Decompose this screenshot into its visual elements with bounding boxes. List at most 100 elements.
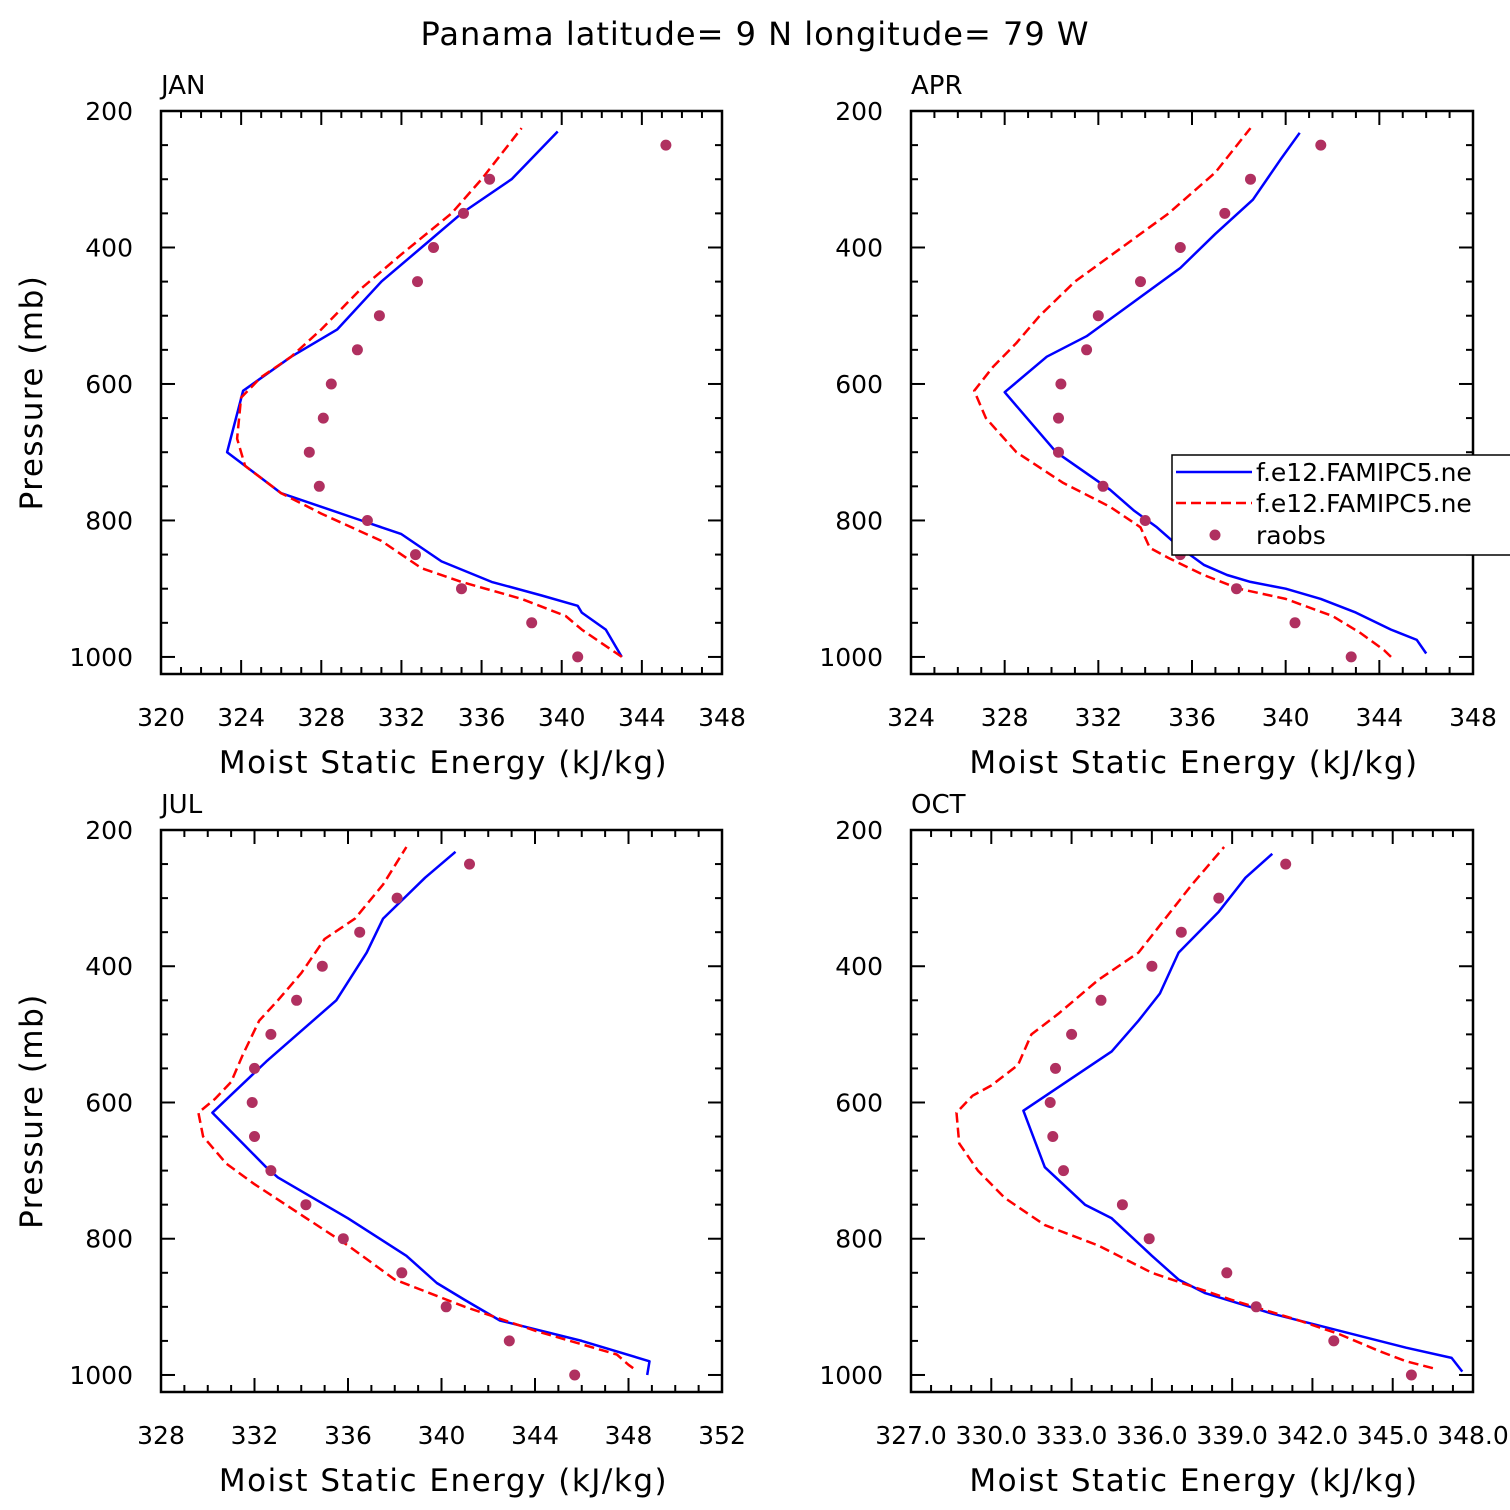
y-tick-label: 400 xyxy=(85,952,133,981)
raobs-point xyxy=(1174,242,1186,253)
x-axis-label: Moist Static Energy (kJ/kg) xyxy=(219,1463,668,1499)
series-model1-line xyxy=(1022,852,1464,1373)
y-tick-label: 600 xyxy=(85,1088,133,1117)
series-model2-line xyxy=(955,846,1434,1370)
raobs-point xyxy=(1219,207,1231,219)
x-tick-label: 336 xyxy=(1168,703,1216,732)
y-tick-label: 200 xyxy=(85,97,133,126)
raobs-point xyxy=(300,1199,312,1211)
x-tick-label: 344 xyxy=(511,1421,559,1450)
x-tick-label: 342.0 xyxy=(1277,1421,1349,1450)
legend-entry-raobs: raobs xyxy=(1256,521,1326,550)
panel-jan: JAN 200 400 600 800 1000 320 324 328 332 336 340 344… xyxy=(14,71,746,781)
raobs-point xyxy=(373,310,385,322)
series-model1-line xyxy=(211,850,651,1376)
y-axis-label: Pressure (mb) xyxy=(14,275,50,511)
y-axis-label: Pressure (mb) xyxy=(14,993,50,1229)
series-model1-line xyxy=(1003,132,1428,655)
raobs-point xyxy=(1097,480,1109,492)
y-tick-label: 1000 xyxy=(69,643,133,672)
x-tick-label: 352 xyxy=(698,1421,746,1450)
raobs-point xyxy=(1095,994,1107,1006)
raobs-point xyxy=(428,242,439,253)
x-tick-label: 336 xyxy=(324,1421,372,1450)
legend-swatch-raobs xyxy=(1209,529,1221,541)
raobs-point xyxy=(484,173,496,185)
raobs-point xyxy=(526,617,538,629)
x-tick-label: 328 xyxy=(981,703,1029,732)
x-tick-label: 345.0 xyxy=(1357,1421,1429,1450)
panel-label: JAN xyxy=(159,71,205,101)
y-tick-label: 400 xyxy=(85,233,133,262)
raobs-point xyxy=(1066,1028,1078,1040)
x-tick-label: 333.0 xyxy=(1036,1421,1108,1450)
raobs-point xyxy=(396,1267,408,1279)
y-tick-label: 400 xyxy=(835,952,883,981)
x-tick-label: 344 xyxy=(618,703,666,732)
raobs-point xyxy=(1053,412,1064,424)
raobs-point xyxy=(303,446,315,458)
legend: f.e12.FAMIPC5.ne f.e12.FAMIPC5.ne raobs xyxy=(1171,454,1510,556)
y-tick-label: 600 xyxy=(835,370,883,399)
x-tick-label: 348 xyxy=(605,1421,653,1450)
y-tick-label: 800 xyxy=(85,1225,133,1254)
x-axis-label: Moist Static Energy (kJ/kg) xyxy=(969,1463,1418,1499)
raobs-point xyxy=(569,1369,581,1381)
x-tick-label: 328 xyxy=(297,703,345,732)
raobs-point xyxy=(1058,1165,1069,1177)
x-tick-label: 336 xyxy=(458,703,506,732)
series-model2-line xyxy=(197,846,634,1370)
raobs-point xyxy=(265,1028,277,1040)
raobs-point xyxy=(660,139,672,151)
raobs-point xyxy=(1146,960,1158,972)
raobs-point xyxy=(354,926,366,938)
plot-frame xyxy=(909,828,1475,1394)
y-tick-label: 400 xyxy=(835,233,883,262)
series-model2-line xyxy=(972,127,1392,658)
x-axis-label: Moist Static Energy (kJ/kg) xyxy=(969,745,1418,781)
panel-oct: OCT 200 400 600 800 1000 327.0 330.0 333.0 336.0 3… xyxy=(819,790,1508,1499)
raobs-point xyxy=(1050,1062,1061,1074)
raobs-point xyxy=(1289,617,1301,629)
raobs-point xyxy=(1081,344,1093,356)
raobs-point xyxy=(1135,276,1146,288)
raobs-point xyxy=(1328,1335,1340,1347)
raobs-point xyxy=(458,207,469,219)
x-tick-label: 324 xyxy=(887,703,935,732)
y-tick-label: 800 xyxy=(835,1225,883,1254)
x-tick-label: 340 xyxy=(418,1421,466,1450)
panel-label: OCT xyxy=(911,790,966,820)
raobs-point xyxy=(249,1131,260,1142)
raobs-point xyxy=(1345,651,1357,663)
raobs-point xyxy=(1405,1369,1417,1381)
raobs-point xyxy=(456,583,467,595)
y-tick-label: 800 xyxy=(835,506,883,535)
raobs-point xyxy=(1053,446,1064,458)
y-tick-label: 600 xyxy=(85,370,133,399)
x-tick-label: 327.0 xyxy=(875,1421,947,1450)
raobs-point xyxy=(440,1301,452,1313)
raobs-point xyxy=(1175,926,1187,938)
raobs-point xyxy=(412,276,423,288)
panel-label: APR xyxy=(911,71,963,101)
raobs-point xyxy=(316,960,328,972)
raobs-point xyxy=(1315,139,1327,151)
y-tick-label: 200 xyxy=(85,816,133,845)
raobs-point xyxy=(410,549,421,561)
y-tick-label: 200 xyxy=(835,97,883,126)
raobs-point xyxy=(1280,858,1292,870)
raobs-point xyxy=(1250,1301,1262,1313)
x-tick-label: 324 xyxy=(217,703,265,732)
x-tick-label: 340 xyxy=(538,703,586,732)
raobs-point xyxy=(337,1233,349,1245)
raobs-point xyxy=(391,892,403,904)
x-tick-label: 328 xyxy=(137,1421,185,1450)
raobs-point xyxy=(249,1062,260,1074)
x-tick-label: 339.0 xyxy=(1196,1421,1268,1450)
x-tick-label: 340 xyxy=(1262,703,1310,732)
series-model1-line xyxy=(225,130,623,658)
panels: JAN 200 400 600 800 1000 320 324 328 332 336 340 344… xyxy=(14,71,1509,1499)
raobs-point xyxy=(1092,310,1104,322)
x-tick-label: 348 xyxy=(1449,703,1497,732)
